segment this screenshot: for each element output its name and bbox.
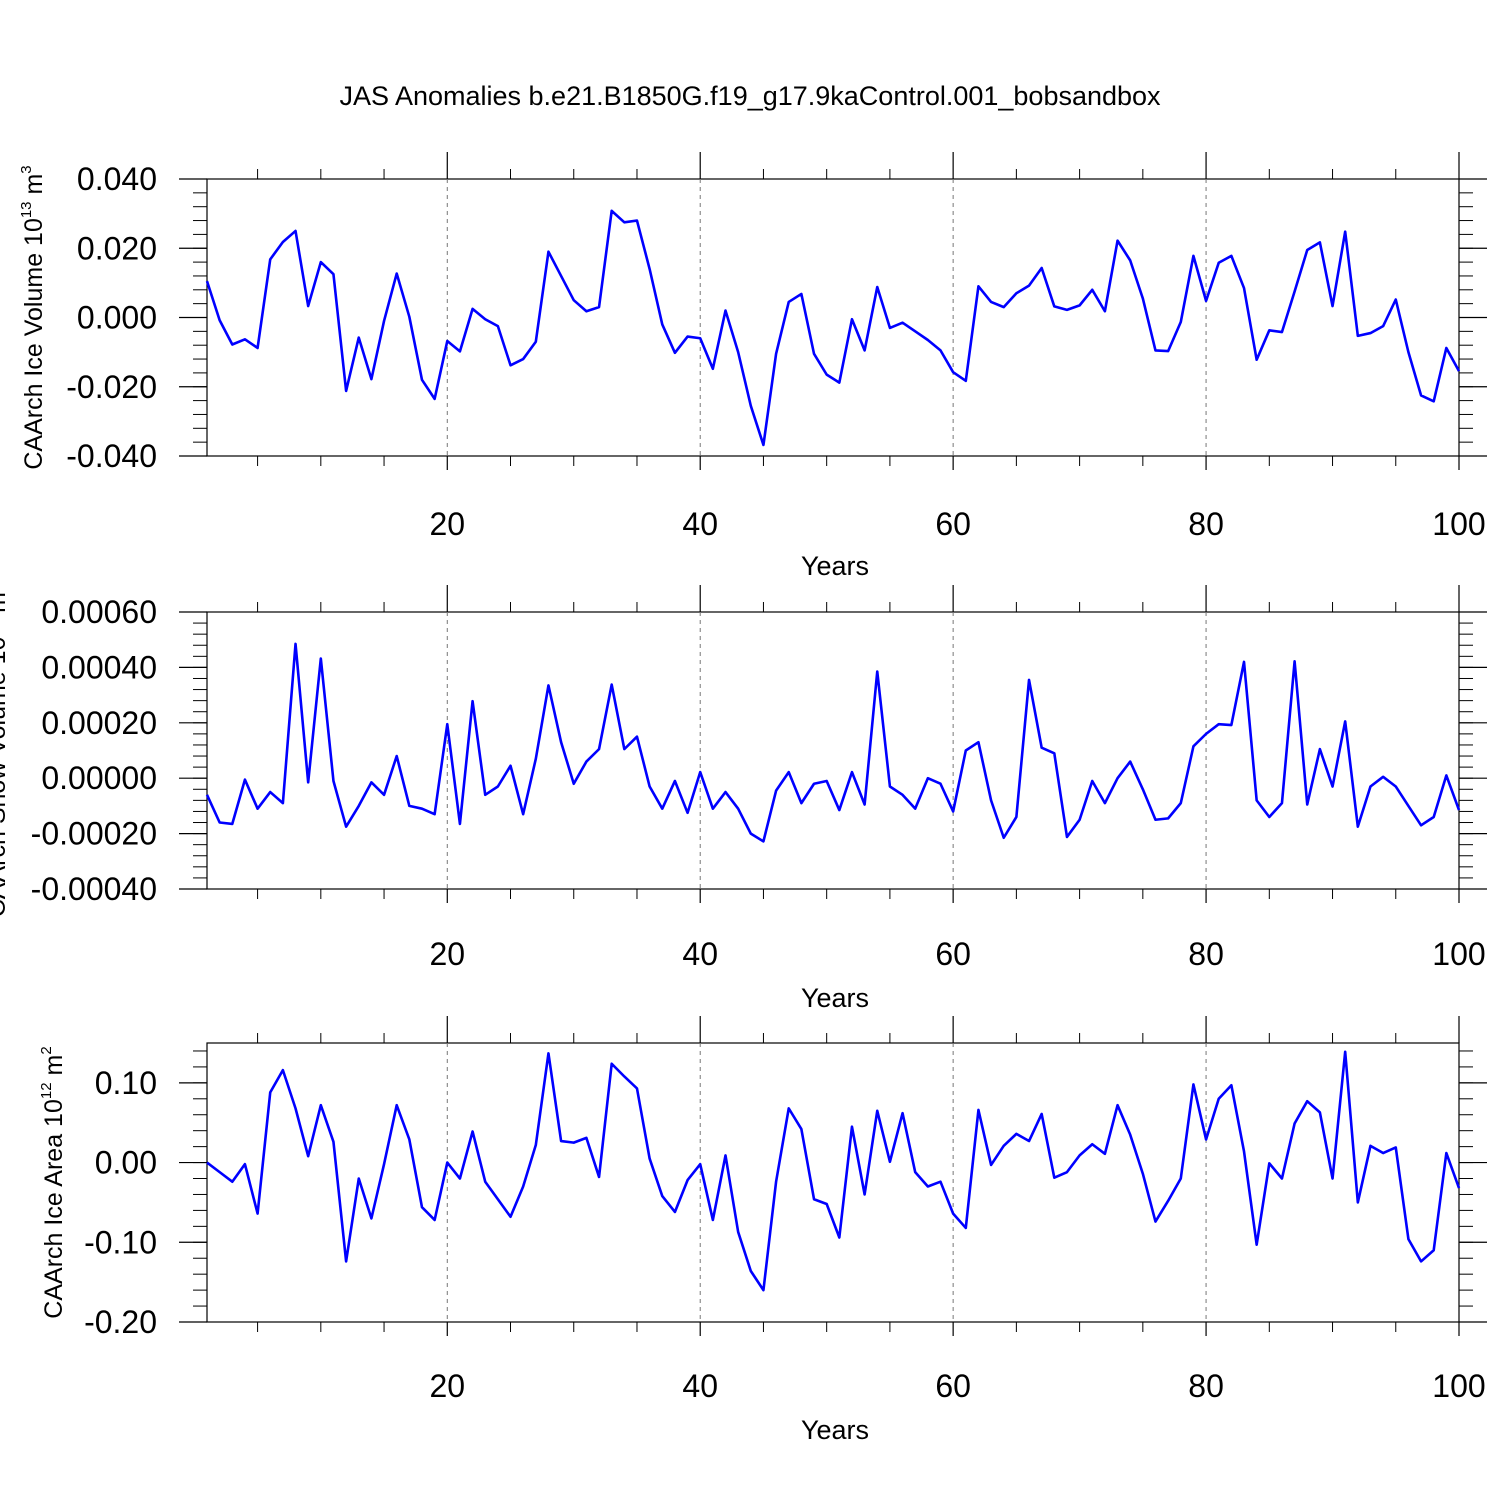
series-line <box>205 642 1461 843</box>
y-axis-label: CAArch Ice Area 1012 m2 <box>38 1046 68 1318</box>
figure-title: JAS Anomalies b.e21.B1850G.f19_g17.9kaCo… <box>339 81 1161 111</box>
plot-frame <box>206 178 1460 457</box>
y-tick-label: -0.20 <box>84 1304 157 1340</box>
x-tick-label: 60 <box>935 1368 971 1404</box>
x-tick-label: 80 <box>1188 506 1224 542</box>
y-tick-label: -0.040 <box>66 438 157 474</box>
x-tick-label: 80 <box>1188 1368 1224 1404</box>
series-line <box>205 209 1461 447</box>
plot-frame <box>206 1042 1460 1323</box>
y-axis-label: CAArch Ice Volume 1013 m3 <box>18 165 48 469</box>
y-tick-label: 0.00040 <box>41 649 157 685</box>
y-tick-label: 0.00000 <box>41 760 157 796</box>
panel-ice-area: 20 40 60 80 100 -0.20 -0.10 0.00 0.10 Years CAArch… <box>38 1016 1487 1445</box>
y-tick-label: -0.00040 <box>31 871 157 907</box>
y-tick-label: 0.00020 <box>41 705 157 741</box>
y-tick-label: 0.10 <box>95 1065 157 1101</box>
x-axis-label: Years <box>801 983 869 1013</box>
y-tick-label: 0.00 <box>95 1145 157 1181</box>
x-tick-label: 80 <box>1188 936 1224 972</box>
series-line <box>206 1050 1461 1292</box>
x-tick-label: 20 <box>429 936 465 972</box>
panel-ice-volume: 20 40 60 80 100 -0.040 -0.020 0.000 0.020 0.040 Ye… <box>18 152 1487 581</box>
plot-frame <box>206 611 1460 890</box>
x-axis-label: Years <box>801 1415 869 1445</box>
x-tick-label: 40 <box>682 936 718 972</box>
x-tick-label: 100 <box>1432 936 1485 972</box>
y-tick-label: 0.00060 <box>41 594 157 630</box>
x-tick-label: 60 <box>935 936 971 972</box>
y-tick-label: 0.000 <box>77 300 157 336</box>
y-axis-label: CAArch Snow Volume 1013 m3 <box>0 584 11 918</box>
x-tick-label: 60 <box>935 506 971 542</box>
y-tick-label: -0.10 <box>84 1224 157 1260</box>
x-tick-label: 20 <box>429 1368 465 1404</box>
y-tick-label: 0.040 <box>77 161 157 197</box>
x-tick-label: 40 <box>682 1368 718 1404</box>
x-tick-label: 40 <box>682 506 718 542</box>
y-tick-label: -0.00020 <box>31 816 157 852</box>
y-tick-label: 0.020 <box>77 230 157 266</box>
x-tick-label: 100 <box>1432 506 1485 542</box>
x-axis-label: Years <box>801 551 869 581</box>
x-tick-label: 100 <box>1432 1368 1485 1404</box>
x-tick-label: 20 <box>429 506 465 542</box>
y-tick-label: -0.020 <box>66 369 157 405</box>
panel-snow-volume: 20 40 60 80 100 -0.00040 -0.00020 0.00000 0.0002… <box>0 584 1487 1013</box>
